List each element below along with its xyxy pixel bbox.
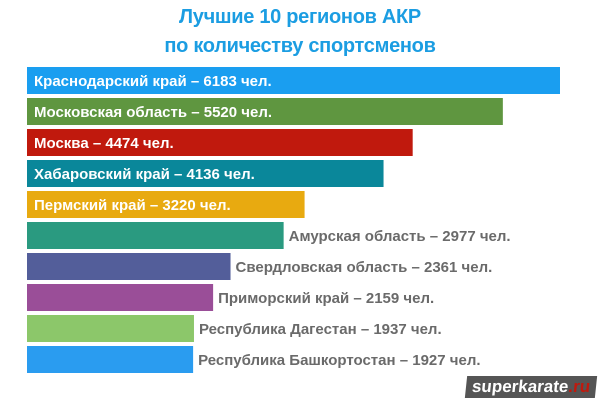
watermark-logo: superkarate.ru xyxy=(464,376,598,398)
bar-10 xyxy=(27,346,194,373)
bar-label-2: Московская область – 5520 чел. xyxy=(34,104,272,121)
bar-label-4: Хабаровский край – 4136 чел. xyxy=(34,166,255,183)
chart-title-line-1: Лучшие 10 регионов АКР xyxy=(179,6,421,28)
bar-label-10: Республика Башкортостан – 1927 чел. xyxy=(198,352,480,369)
bar-2 xyxy=(27,98,503,125)
watermark-main: superkarate xyxy=(470,377,570,396)
watermark-suffix: .ru xyxy=(567,377,592,396)
bar-5 xyxy=(27,191,305,218)
bar-3 xyxy=(27,129,413,156)
bar-4 xyxy=(27,160,384,187)
bar-7 xyxy=(27,253,231,280)
bar-label-9: Республика Дагестан – 1937 чел. xyxy=(199,321,442,338)
bar-1 xyxy=(27,67,560,94)
bar-label-7: Свердловская область – 2361 чел. xyxy=(236,259,493,276)
bar-label-3: Москва – 4474 чел. xyxy=(34,135,174,152)
bar-label-6: Амурская область – 2977 чел. xyxy=(289,228,511,245)
bar-label-8: Приморский край – 2159 чел. xyxy=(218,290,434,307)
bar-8 xyxy=(27,284,214,311)
bar-label-5: Пермский край – 3220 чел. xyxy=(34,197,231,214)
bar-label-1: Краснодарский край – 6183 чел. xyxy=(34,73,272,90)
bar-9 xyxy=(27,315,194,342)
chart-title-line-2: по количеству спортсменов xyxy=(164,35,436,57)
bar-6 xyxy=(27,222,284,249)
